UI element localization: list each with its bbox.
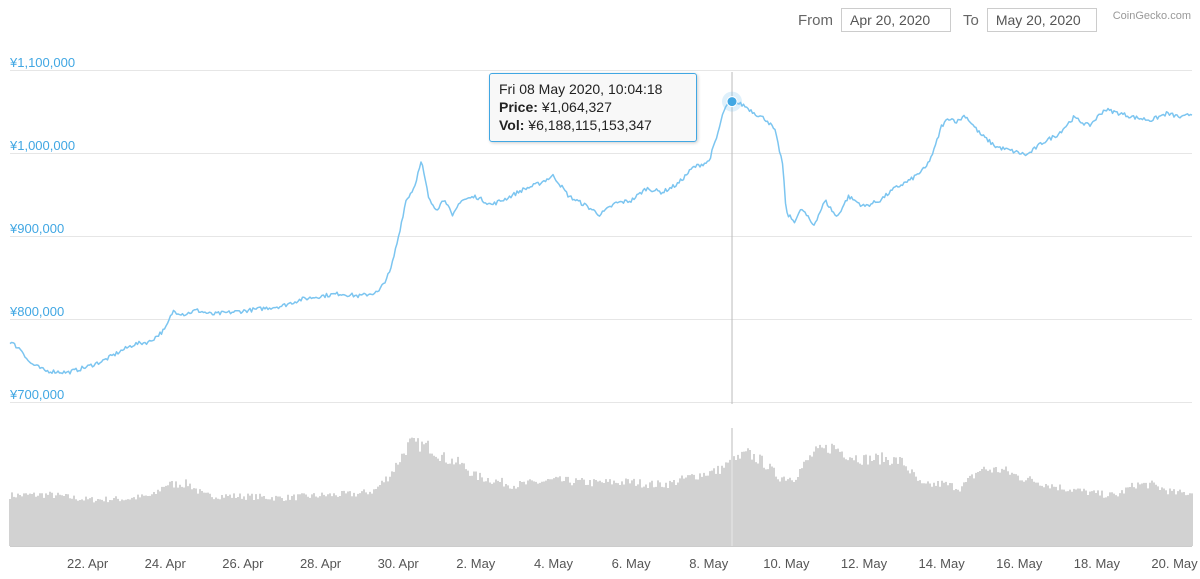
tooltip-price-value: ¥1,064,327	[541, 99, 612, 115]
y-tick-label: ¥800,000	[9, 304, 64, 319]
x-axis-labels: 22. Apr 24. Apr 26. Apr 28. Apr 30. Apr 2. Ma…	[67, 556, 1198, 571]
tooltip-vol-label: Vol:	[499, 117, 525, 133]
x-tick-label: 20. May	[1151, 556, 1198, 571]
y-tick-label: ¥700,000	[9, 387, 64, 402]
price-line	[9, 100, 1193, 375]
price-series	[9, 100, 1193, 375]
price-tooltip: Fri 08 May 2020, 10:04:18 Price: ¥1,064,…	[489, 73, 697, 142]
from-date-input[interactable]	[841, 8, 951, 32]
y-axis-labels: ¥700,000 ¥800,000 ¥900,000 ¥1,000,000 ¥1,100…	[9, 55, 75, 402]
x-tick-label: 14. May	[919, 556, 966, 571]
to-label: To	[963, 11, 979, 29]
x-tick-label: 22. Apr	[67, 556, 109, 571]
x-tick-label: 10. May	[763, 556, 810, 571]
x-tick-label: 4. May	[534, 556, 574, 571]
x-tick-label: 2. May	[456, 556, 496, 571]
to-date-input[interactable]	[986, 8, 1097, 32]
x-tick-label: 28. Apr	[300, 556, 342, 571]
grid-lines	[10, 70, 1192, 547]
tooltip-vol-row: Vol: ¥6,188,115,153,347	[499, 116, 687, 134]
x-tick-label: 26. Apr	[222, 556, 264, 571]
tooltip-price-label: Price:	[499, 99, 538, 115]
from-date-group: From	[798, 6, 951, 34]
x-tick-label: 24. Apr	[145, 556, 187, 571]
hover-marker	[722, 91, 743, 546]
credits-link[interactable]: CoinGecko.com	[1112, 10, 1191, 22]
tooltip-price-row: Price: ¥1,064,327	[499, 98, 687, 116]
x-tick-label: 8. May	[689, 556, 729, 571]
tooltip-vol-value: ¥6,188,115,153,347	[528, 117, 652, 133]
x-tick-label: 30. Apr	[378, 556, 420, 571]
x-tick-label: 6. May	[612, 556, 652, 571]
from-label: From	[798, 11, 833, 29]
y-tick-label: ¥900,000	[9, 221, 64, 236]
marker-dot	[726, 96, 738, 108]
x-tick-label: 18. May	[1074, 556, 1121, 571]
x-tick-label: 12. May	[841, 556, 888, 571]
y-tick-label: ¥1,000,000	[9, 138, 75, 153]
y-tick-label: ¥1,100,000	[9, 55, 75, 70]
to-date-group: To	[963, 6, 1097, 34]
volume-bars	[9, 437, 1193, 546]
tooltip-date: Fri 08 May 2020, 10:04:18	[499, 81, 663, 97]
x-tick-label: 16. May	[996, 556, 1043, 571]
